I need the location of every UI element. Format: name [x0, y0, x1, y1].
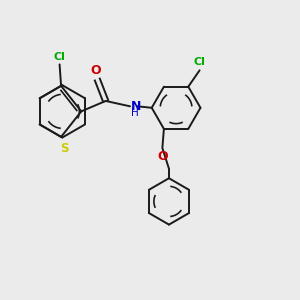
Text: Cl: Cl — [194, 57, 206, 68]
Text: O: O — [157, 150, 168, 163]
Text: H: H — [130, 108, 138, 118]
Text: S: S — [60, 142, 69, 155]
Text: O: O — [91, 64, 101, 76]
Text: N: N — [130, 100, 141, 113]
Text: Cl: Cl — [54, 52, 65, 62]
